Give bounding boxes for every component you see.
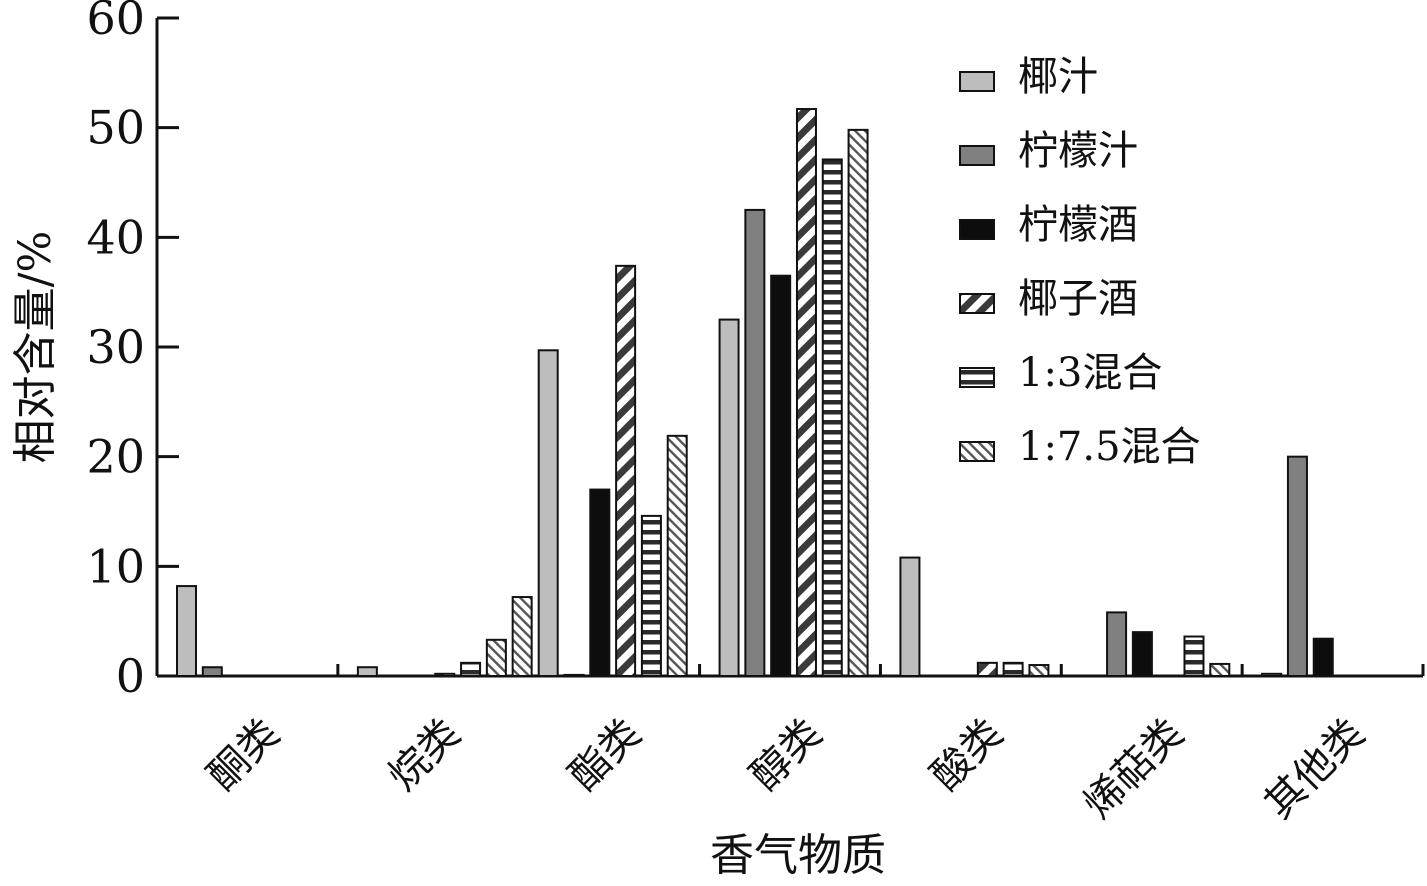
x-tick-label: 其他类	[1256, 710, 1373, 827]
legend-swatch	[959, 293, 995, 314]
bar	[976, 661, 998, 678]
legend-label: 椰汁	[1018, 54, 1098, 100]
bar	[537, 349, 559, 677]
bar	[899, 556, 921, 677]
bar	[1209, 662, 1231, 677]
bar	[847, 128, 869, 678]
legend-swatch	[959, 219, 995, 240]
legend-swatch	[959, 441, 995, 462]
x-tick-label: 烯萜类	[1075, 710, 1192, 827]
bar	[1002, 661, 1024, 678]
bar	[356, 666, 378, 678]
legend-label: 1:3混合	[1018, 350, 1162, 396]
bar	[460, 661, 482, 678]
y-tick-label: 40	[86, 210, 145, 264]
bar	[1028, 664, 1050, 677]
bar	[718, 318, 740, 677]
y-tick-label: 30	[86, 320, 145, 374]
y-axis-title: 相对含量/%	[10, 231, 61, 464]
bar	[176, 585, 197, 677]
bar	[434, 672, 456, 677]
bar	[485, 638, 507, 677]
legend-swatch	[959, 367, 995, 388]
bar	[563, 673, 585, 677]
bar	[201, 666, 223, 678]
bar	[1286, 455, 1308, 677]
bar	[1131, 631, 1153, 678]
y-tick-label: 0	[116, 649, 145, 703]
legend-swatch	[959, 71, 995, 92]
legend-swatch	[959, 145, 995, 166]
y-tick-label: 50	[86, 101, 145, 155]
bar	[1261, 672, 1283, 677]
x-axis-title: 香气物质	[710, 830, 886, 881]
legend-label: 柠檬酒	[1018, 202, 1138, 248]
x-tick-label: 酸类	[923, 710, 1012, 799]
legend-label: 柠檬汁	[1018, 128, 1138, 174]
bar	[770, 274, 792, 677]
bar	[821, 158, 843, 678]
x-tick-label: 醇类	[742, 710, 831, 799]
bar	[511, 596, 533, 677]
plot-area: 0 10 20 30 40 50 60 酮类 烷类 酯类 醇类 酸类 烯萜类 其他类	[86, 0, 1425, 828]
bar	[640, 514, 662, 677]
legend-label: 1:7.5混合	[1018, 424, 1201, 470]
y-tick-label: 10	[86, 539, 145, 593]
bar	[589, 488, 611, 678]
y-tick-label: 20	[86, 430, 145, 484]
x-tick-label: 酮类	[199, 710, 288, 799]
bar	[1183, 635, 1205, 678]
bar	[1106, 611, 1128, 677]
bar	[744, 208, 766, 678]
bar	[1312, 637, 1334, 677]
y-tick-label: 60	[86, 0, 145, 45]
bar	[666, 434, 688, 677]
bar	[795, 108, 817, 678]
legend-label: 椰子酒	[1018, 276, 1138, 322]
x-tick-label: 烷类	[380, 710, 469, 799]
x-tick-label: 酯类	[561, 710, 650, 799]
bar	[615, 264, 637, 677]
